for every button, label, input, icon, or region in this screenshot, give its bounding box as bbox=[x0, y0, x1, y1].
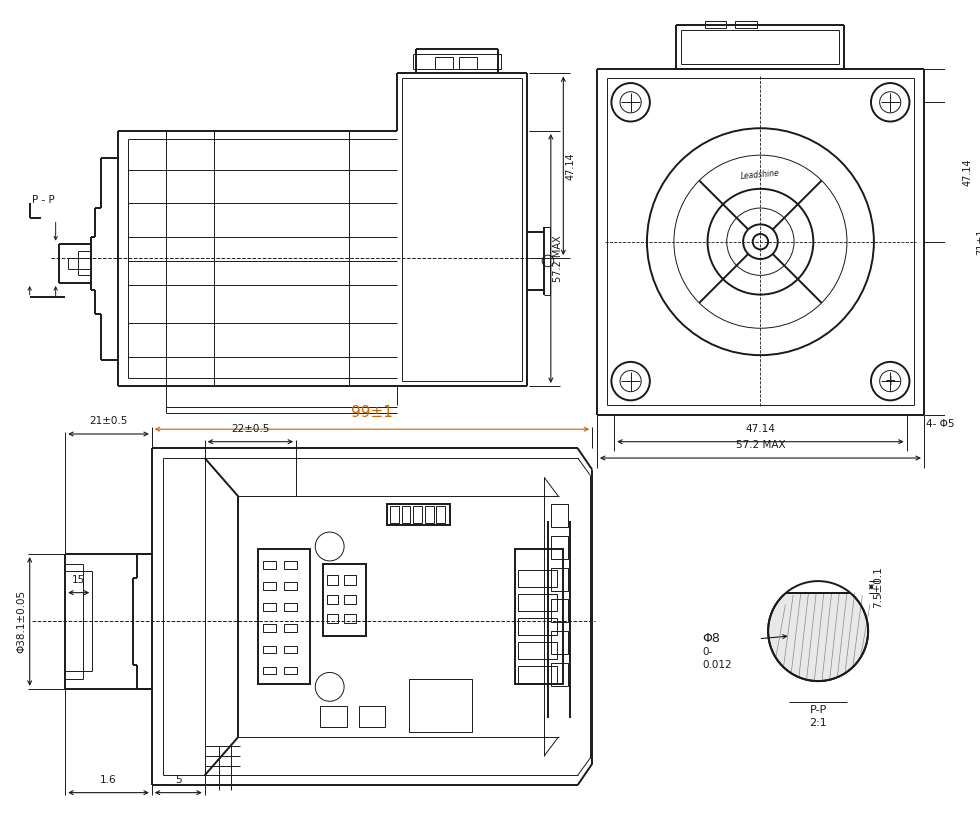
Bar bbox=[284, 624, 297, 632]
Bar bbox=[551, 600, 568, 622]
Bar bbox=[436, 506, 445, 524]
Bar bbox=[264, 582, 275, 590]
Text: 22±0.5: 22±0.5 bbox=[231, 424, 270, 434]
Text: 47.14: 47.14 bbox=[746, 424, 775, 434]
Bar bbox=[410, 679, 472, 732]
Bar bbox=[344, 595, 356, 605]
Circle shape bbox=[768, 581, 868, 681]
Text: 1.6: 1.6 bbox=[100, 775, 117, 785]
Bar bbox=[515, 550, 564, 684]
Bar bbox=[518, 618, 557, 635]
Bar bbox=[705, 20, 726, 29]
Text: 47.14: 47.14 bbox=[565, 152, 575, 180]
Bar bbox=[323, 564, 367, 636]
Bar bbox=[518, 569, 557, 587]
Bar bbox=[518, 666, 557, 683]
Bar bbox=[425, 506, 433, 524]
Text: 47.14: 47.14 bbox=[962, 158, 972, 186]
Text: 4- Φ5: 4- Φ5 bbox=[926, 420, 955, 429]
Text: 21±0.5: 21±0.5 bbox=[89, 416, 127, 426]
Text: Φ38.1±0.05: Φ38.1±0.05 bbox=[17, 590, 26, 653]
Text: 0.012: 0.012 bbox=[703, 660, 732, 670]
Bar bbox=[359, 706, 385, 727]
Text: 57.2 MAX: 57.2 MAX bbox=[736, 440, 785, 451]
Text: 5: 5 bbox=[175, 775, 181, 785]
Bar bbox=[402, 506, 411, 524]
Bar bbox=[264, 624, 275, 632]
Bar bbox=[258, 550, 311, 684]
Bar bbox=[344, 614, 356, 623]
Text: +: + bbox=[884, 374, 896, 388]
Bar bbox=[518, 594, 557, 611]
Bar bbox=[551, 631, 568, 654]
Bar bbox=[551, 504, 568, 528]
Text: 2:1: 2:1 bbox=[809, 718, 827, 728]
Text: P-P: P-P bbox=[809, 705, 827, 715]
Text: 7.5±0.1: 7.5±0.1 bbox=[873, 566, 883, 608]
Bar bbox=[414, 506, 422, 524]
Bar bbox=[284, 667, 297, 674]
Bar bbox=[264, 645, 275, 654]
Text: 15: 15 bbox=[73, 575, 85, 585]
Bar bbox=[326, 595, 338, 605]
Bar bbox=[518, 641, 557, 659]
Bar bbox=[264, 561, 275, 569]
Bar bbox=[284, 603, 297, 611]
Text: Leadshine: Leadshine bbox=[741, 169, 780, 181]
Bar bbox=[264, 667, 275, 674]
Bar bbox=[320, 706, 347, 727]
Bar bbox=[460, 57, 477, 69]
Bar bbox=[284, 561, 297, 569]
Bar bbox=[387, 504, 450, 525]
Bar bbox=[390, 506, 399, 524]
Bar bbox=[551, 568, 568, 591]
Text: 57.2 MAX: 57.2 MAX bbox=[553, 236, 563, 282]
Text: 71±1: 71±1 bbox=[976, 228, 980, 255]
Bar bbox=[326, 614, 338, 623]
Bar bbox=[264, 603, 275, 611]
Polygon shape bbox=[768, 572, 868, 593]
Bar bbox=[435, 57, 453, 69]
Bar bbox=[326, 575, 338, 585]
Bar bbox=[551, 536, 568, 559]
Text: Φ8: Φ8 bbox=[703, 632, 720, 645]
Text: 99±1: 99±1 bbox=[351, 405, 393, 420]
Bar bbox=[284, 645, 297, 654]
Bar bbox=[551, 663, 568, 686]
Text: P - P: P - P bbox=[31, 196, 54, 205]
Text: 0-: 0- bbox=[703, 647, 713, 657]
Bar bbox=[284, 582, 297, 590]
Bar bbox=[735, 20, 757, 29]
Bar bbox=[344, 575, 356, 585]
